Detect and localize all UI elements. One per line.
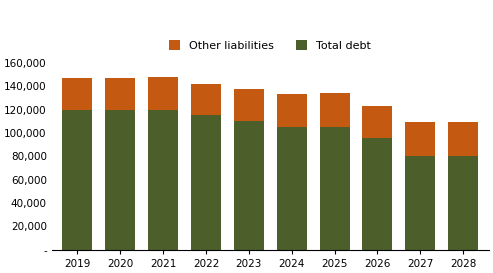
Bar [191, 84, 221, 115]
Bar [405, 123, 435, 156]
Bar [105, 110, 135, 250]
Bar [448, 123, 478, 156]
Bar [63, 78, 92, 110]
Bar [362, 138, 392, 250]
Bar [148, 77, 178, 110]
Bar [277, 94, 307, 127]
Bar [319, 93, 350, 127]
Bar [234, 89, 264, 121]
Bar [148, 110, 178, 250]
Bar [277, 127, 307, 250]
Bar [405, 156, 435, 250]
Legend: Other liabilities, Total debt: Other liabilities, Total debt [169, 40, 371, 51]
Bar [191, 115, 221, 250]
Bar [319, 127, 350, 250]
Bar [362, 106, 392, 138]
Bar [234, 121, 264, 250]
Bar [63, 110, 92, 250]
Bar [448, 156, 478, 250]
Bar [105, 78, 135, 110]
